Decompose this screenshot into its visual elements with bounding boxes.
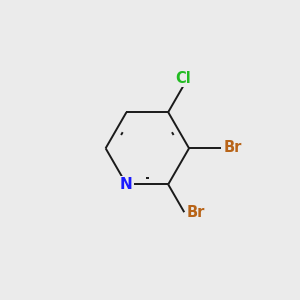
- Text: Br: Br: [224, 140, 242, 155]
- Text: Br: Br: [187, 206, 206, 220]
- Text: Cl: Cl: [175, 71, 190, 86]
- Text: N: N: [120, 177, 133, 192]
